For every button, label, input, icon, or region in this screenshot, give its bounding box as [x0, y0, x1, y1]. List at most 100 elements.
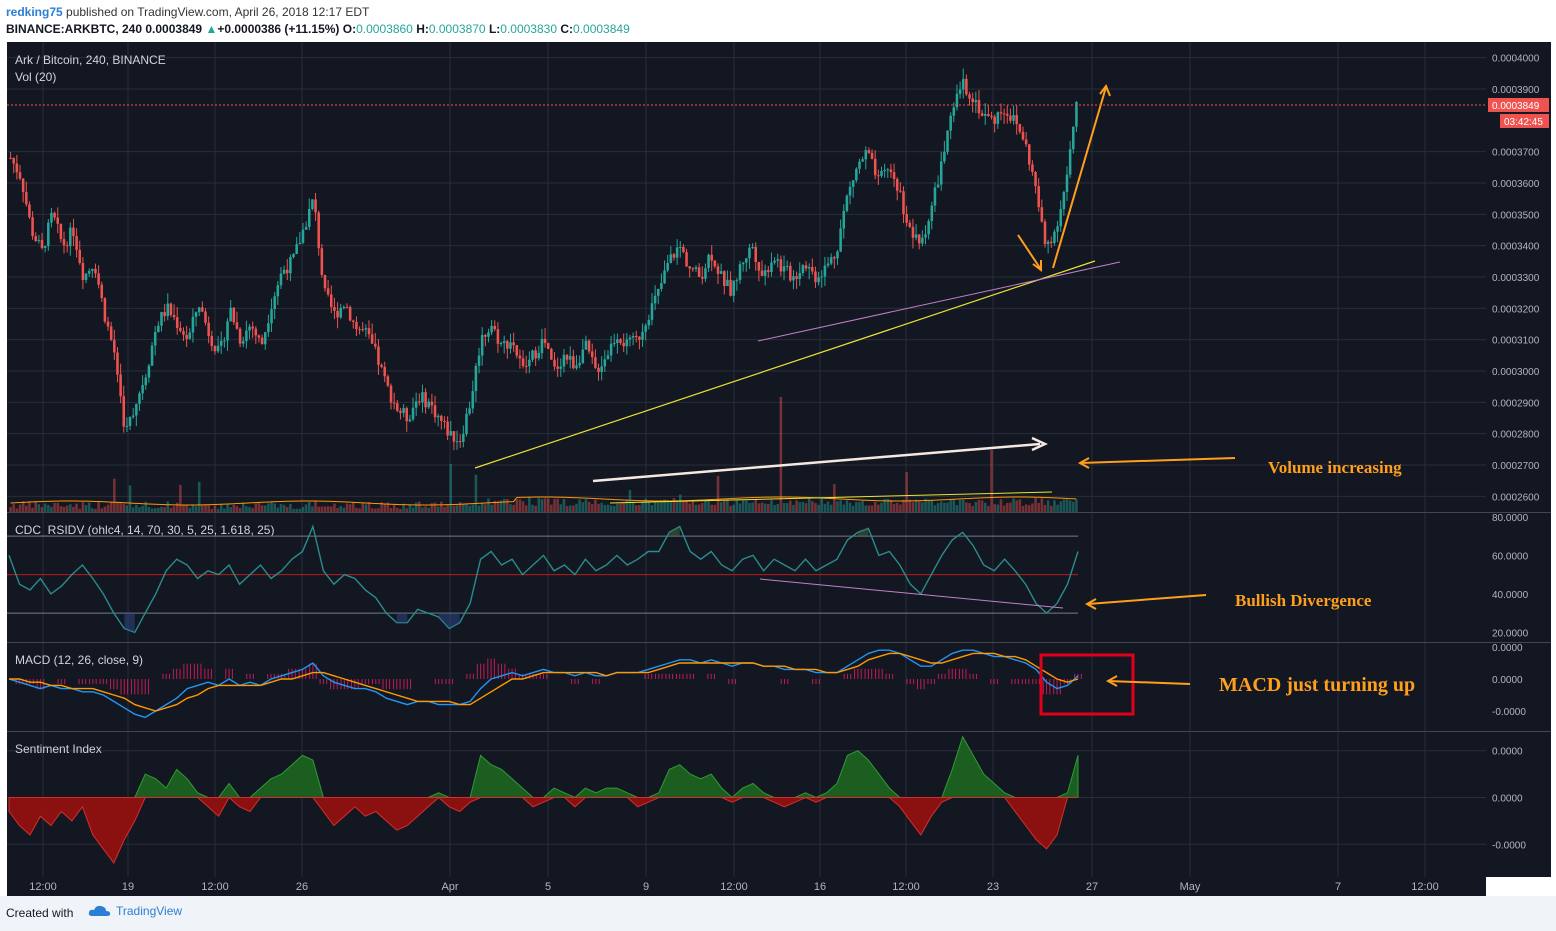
candle-body	[889, 169, 893, 173]
candle-body	[144, 377, 148, 386]
volume-bar	[930, 499, 934, 512]
volume-bar	[348, 504, 352, 512]
candle-body	[524, 365, 528, 367]
volume-bar	[634, 505, 638, 512]
candle-body	[556, 366, 559, 369]
volume-bar	[75, 503, 78, 512]
candle-body	[153, 332, 157, 346]
candle-body	[943, 151, 946, 162]
candle-body	[348, 307, 352, 321]
volume-bar	[710, 504, 713, 512]
volume-bar	[524, 505, 528, 512]
candle-body	[430, 401, 434, 406]
volume-bar	[311, 506, 314, 512]
volume-bar	[641, 502, 644, 512]
candle-body	[446, 421, 449, 436]
volume-bar	[763, 503, 767, 512]
candle-body	[691, 268, 695, 270]
volume-bar	[597, 503, 600, 512]
volume-bar	[568, 505, 572, 512]
candle-body	[763, 270, 767, 276]
volume-bar	[880, 502, 883, 512]
candle-body	[1031, 164, 1034, 173]
candle-body	[197, 307, 201, 313]
volume-bar	[50, 506, 53, 512]
volume-bar	[990, 450, 993, 512]
candle-body	[383, 366, 386, 377]
volume-bar	[31, 507, 34, 512]
candle-body	[370, 334, 374, 344]
candle-body	[436, 415, 440, 418]
candle-body	[138, 393, 141, 404]
volume-bar	[484, 504, 487, 512]
volume-bar	[235, 506, 239, 512]
candle-body	[782, 266, 786, 272]
macd-signal-line	[9, 652, 1079, 712]
volume-bar	[556, 498, 559, 512]
volume-bar	[339, 506, 342, 512]
volume-bar	[594, 499, 597, 512]
divergence-note-arrowhead	[1084, 598, 1097, 610]
candle-body	[833, 257, 836, 259]
candle-body	[1046, 241, 1050, 245]
candle-body	[339, 308, 342, 318]
volume-bar	[889, 499, 893, 512]
candle-body	[399, 410, 402, 413]
volume-bar	[263, 505, 267, 512]
candle-body	[795, 276, 798, 279]
volume-bar	[1037, 502, 1040, 512]
volume-bar	[804, 503, 808, 512]
candle-body	[9, 157, 12, 159]
volume-bar	[864, 505, 868, 512]
chart-canvas[interactable]: 12:00 19 12:00 26 Apr 5 9 12:00 16 12:00 23 27 May 7 1…	[0, 42, 1556, 896]
volume-bar	[333, 503, 336, 512]
candle-body	[757, 262, 761, 271]
volume-bar	[1062, 499, 1066, 512]
candle-body	[732, 280, 735, 296]
volume-bar	[185, 504, 188, 512]
candle-body	[493, 325, 497, 330]
candle-body	[946, 130, 949, 152]
volume-bar	[723, 500, 726, 512]
candle-body	[993, 116, 996, 124]
candle-body	[1065, 174, 1069, 193]
candle-body	[452, 431, 456, 442]
candle-body	[169, 303, 173, 315]
candle-body	[820, 276, 824, 278]
volume-bar	[307, 501, 311, 512]
candle-body	[50, 212, 53, 223]
volume-bar	[364, 504, 368, 512]
tradingview-link[interactable]: TradingView	[88, 904, 182, 918]
candle-body	[216, 345, 220, 352]
volume-bar	[1018, 499, 1022, 512]
candle-body	[534, 350, 537, 359]
volume-bar	[1021, 505, 1025, 512]
candle-body	[91, 268, 94, 271]
candle-body	[672, 254, 676, 258]
candle-body	[37, 240, 41, 242]
volume-bar	[518, 499, 522, 512]
candle-body	[924, 234, 927, 238]
candle-body	[477, 355, 481, 366]
candle-body	[1024, 139, 1028, 145]
volume-bar	[732, 504, 735, 512]
volume-bar	[125, 505, 129, 512]
volume-bar	[103, 506, 107, 512]
volume-bar	[540, 499, 544, 512]
author-link[interactable]: redking75	[6, 5, 63, 19]
volume-bar	[653, 502, 657, 512]
volume-bar	[386, 502, 390, 512]
price-tick-1: 0.0003900	[1492, 85, 1540, 96]
volume-bar	[18, 504, 22, 512]
volume-bar	[694, 504, 698, 512]
candle-body	[666, 263, 669, 271]
volume-bar	[304, 504, 308, 512]
volume-bar	[452, 505, 456, 512]
candle-body	[980, 113, 984, 116]
volume-bar	[845, 500, 849, 512]
volume-bar	[358, 508, 361, 512]
candle-body	[905, 214, 908, 223]
volume-bar	[688, 503, 691, 512]
candle-body	[949, 115, 952, 131]
candle-body	[175, 317, 179, 328]
